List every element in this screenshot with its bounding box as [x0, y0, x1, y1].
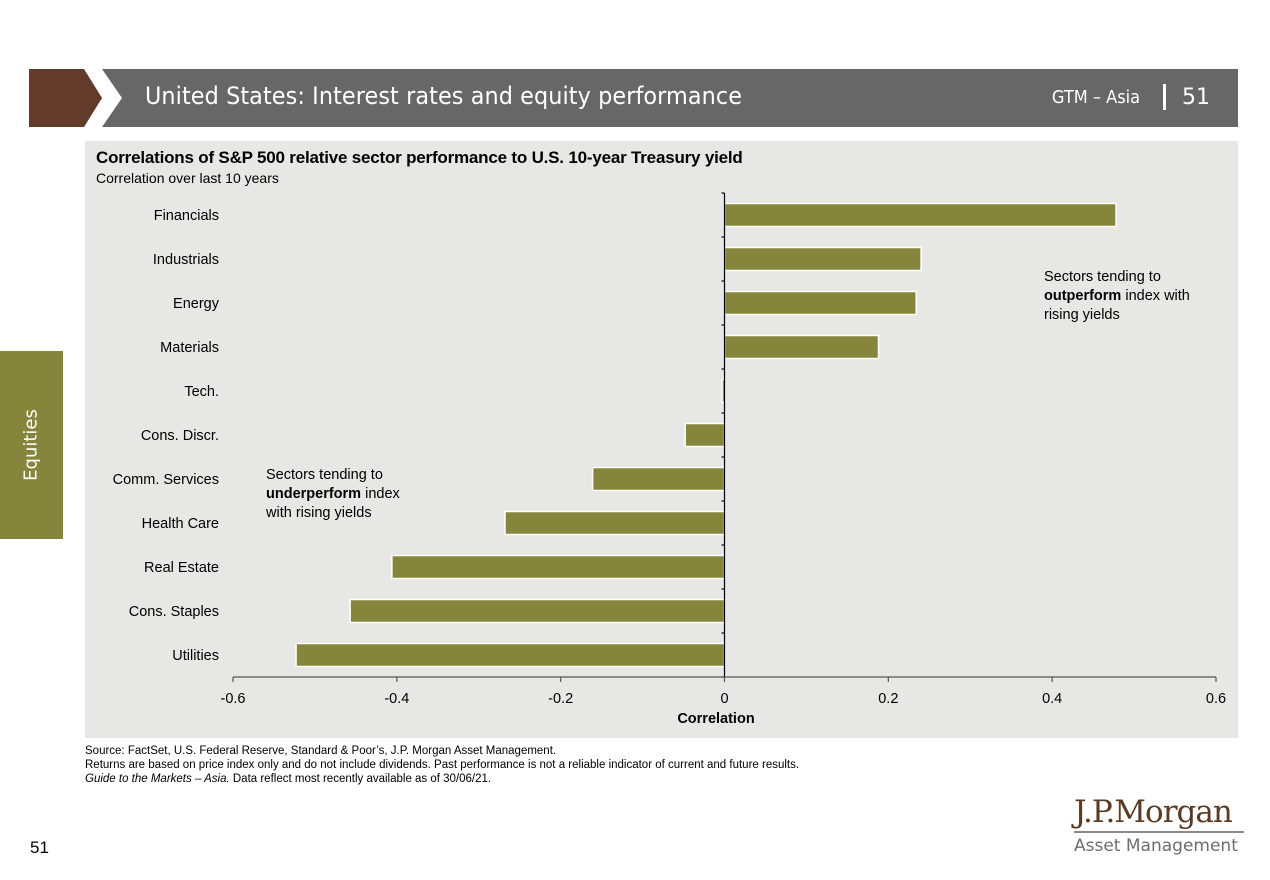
annotation-underperform: Sectors tending to underperform index wi…	[266, 466, 400, 523]
bar-financials	[723, 202, 1117, 228]
bar-industrials	[723, 246, 922, 272]
header-bar	[102, 69, 1238, 127]
annotation-text: index with	[1121, 288, 1190, 304]
category-label: Health Care	[142, 516, 219, 532]
category-label: Real Estate	[144, 560, 219, 576]
annotation-text: index	[361, 486, 400, 502]
category-label: Utilities	[172, 648, 219, 664]
x-axis-label: Correlation	[677, 711, 754, 727]
annotation-line: outperform index with	[1044, 287, 1190, 306]
annotation-line: Sectors tending to	[1044, 269, 1161, 285]
section-label: GTM – Asia	[1051, 86, 1141, 108]
guide-note: Guide to the Markets – Asia. Data reflec…	[85, 772, 799, 786]
category-label: Financials	[154, 208, 219, 224]
guide-date: Data reflect most recently available as …	[229, 773, 492, 785]
bar-cons-discr	[684, 422, 726, 448]
header-divider	[1163, 84, 1166, 110]
bar-materials	[723, 334, 880, 360]
header-page-number: 51	[1182, 84, 1210, 110]
header-chevron-icon	[84, 69, 122, 127]
annotation-line: rising yields	[1044, 307, 1120, 323]
footnotes: Source: FactSet, U.S. Federal Reserve, S…	[85, 744, 799, 786]
x-tick-label: -0.6	[221, 691, 246, 707]
disclaimer-note: Returns are based on price index only an…	[85, 759, 800, 771]
annotation-emphasis: outperform	[1044, 288, 1122, 304]
bar-energy	[723, 290, 917, 316]
x-tick-label: -0.4	[384, 691, 409, 707]
x-tick-label: 0	[720, 691, 728, 707]
category-label: Cons. Discr.	[141, 428, 219, 444]
page-title: United States: Interest rates and equity…	[145, 82, 743, 110]
logo-wordmark: J.P.Morgan	[1074, 794, 1233, 830]
chart-title: Correlations of S&P 500 relative sector …	[96, 148, 743, 167]
bar-comm-services	[591, 466, 726, 492]
annotation-line: Sectors tending to	[266, 467, 383, 483]
category-label: Cons. Staples	[129, 604, 219, 620]
section-tab	[0, 351, 63, 539]
bar-health-care	[504, 510, 726, 536]
category-label: Comm. Services	[113, 472, 219, 488]
category-label: Tech.	[184, 384, 219, 400]
jpmorgan-logo: J.P.Morgan Asset Management	[1074, 795, 1244, 856]
x-tick-label: 0.4	[1042, 691, 1062, 707]
annotation-outperform: Sectors tending to outperform index with…	[1044, 268, 1190, 325]
page-number: 51	[30, 838, 49, 857]
guide-title: Guide to the Markets – Asia.	[85, 773, 230, 785]
bar-real-estate	[391, 554, 726, 580]
chart-subtitle: Correlation over last 10 years	[96, 170, 279, 186]
logo-tagline: Asset Management	[1074, 836, 1238, 856]
annotation-emphasis: underperform	[266, 486, 362, 502]
annotation-line: with rising yields	[266, 505, 372, 521]
category-label: Industrials	[153, 252, 219, 268]
bar-utilities	[295, 642, 726, 668]
chart-panel	[85, 141, 1238, 738]
bar-cons-staples	[349, 598, 726, 624]
category-label: Materials	[160, 340, 219, 356]
source-note: Source: FactSet, U.S. Federal Reserve, S…	[85, 745, 557, 757]
category-label: Energy	[173, 296, 220, 312]
header-meta: GTM – Asia 51	[1047, 84, 1210, 110]
annotation-line: underperform index	[266, 485, 400, 504]
x-tick-label: 0.6	[1206, 691, 1226, 707]
x-tick-label: 0.2	[878, 691, 898, 707]
logo-rule	[1074, 831, 1244, 833]
x-tick-label: -0.2	[548, 691, 573, 707]
